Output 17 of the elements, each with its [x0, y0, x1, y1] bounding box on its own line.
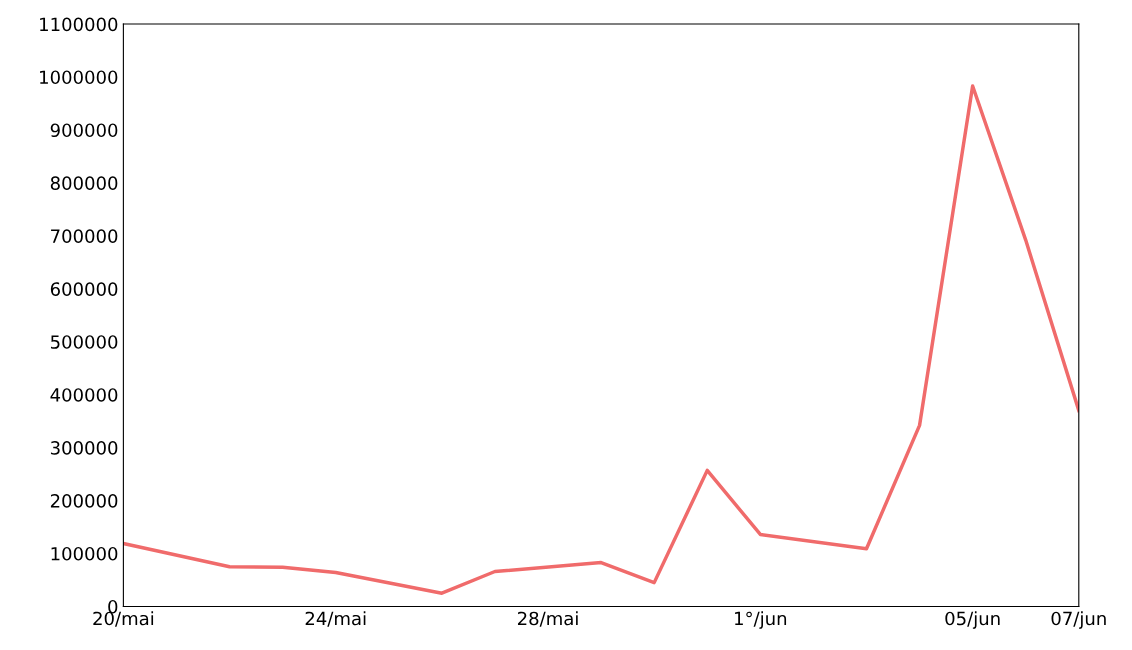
x-tick-label: 24/mai	[305, 611, 366, 627]
y-tick-label: 900000	[50, 123, 118, 138]
y-tick-label: 200000	[50, 494, 118, 508]
y-tick-label: 1100000	[40, 17, 118, 32]
x-tick-label: 07/jun	[1051, 611, 1106, 629]
x-tick-label: 28/mai	[517, 611, 578, 627]
y-tick-label: 600000	[50, 282, 118, 296]
y-tick-label: 800000	[50, 176, 118, 190]
y-tick-label: 100000	[51, 546, 118, 561]
x-tick-label: 1°/jun	[735, 611, 787, 629]
y-tick-label: 300000	[50, 441, 118, 455]
y-tick-label: 400000	[50, 388, 118, 402]
y-tick-label: 700000	[51, 229, 118, 243]
y-tick-label: 500000	[50, 335, 118, 349]
y-tick-label: 1000000	[40, 70, 118, 85]
x-tick-label: 05/jun	[945, 611, 1000, 629]
line-series	[123, 84, 1079, 595]
